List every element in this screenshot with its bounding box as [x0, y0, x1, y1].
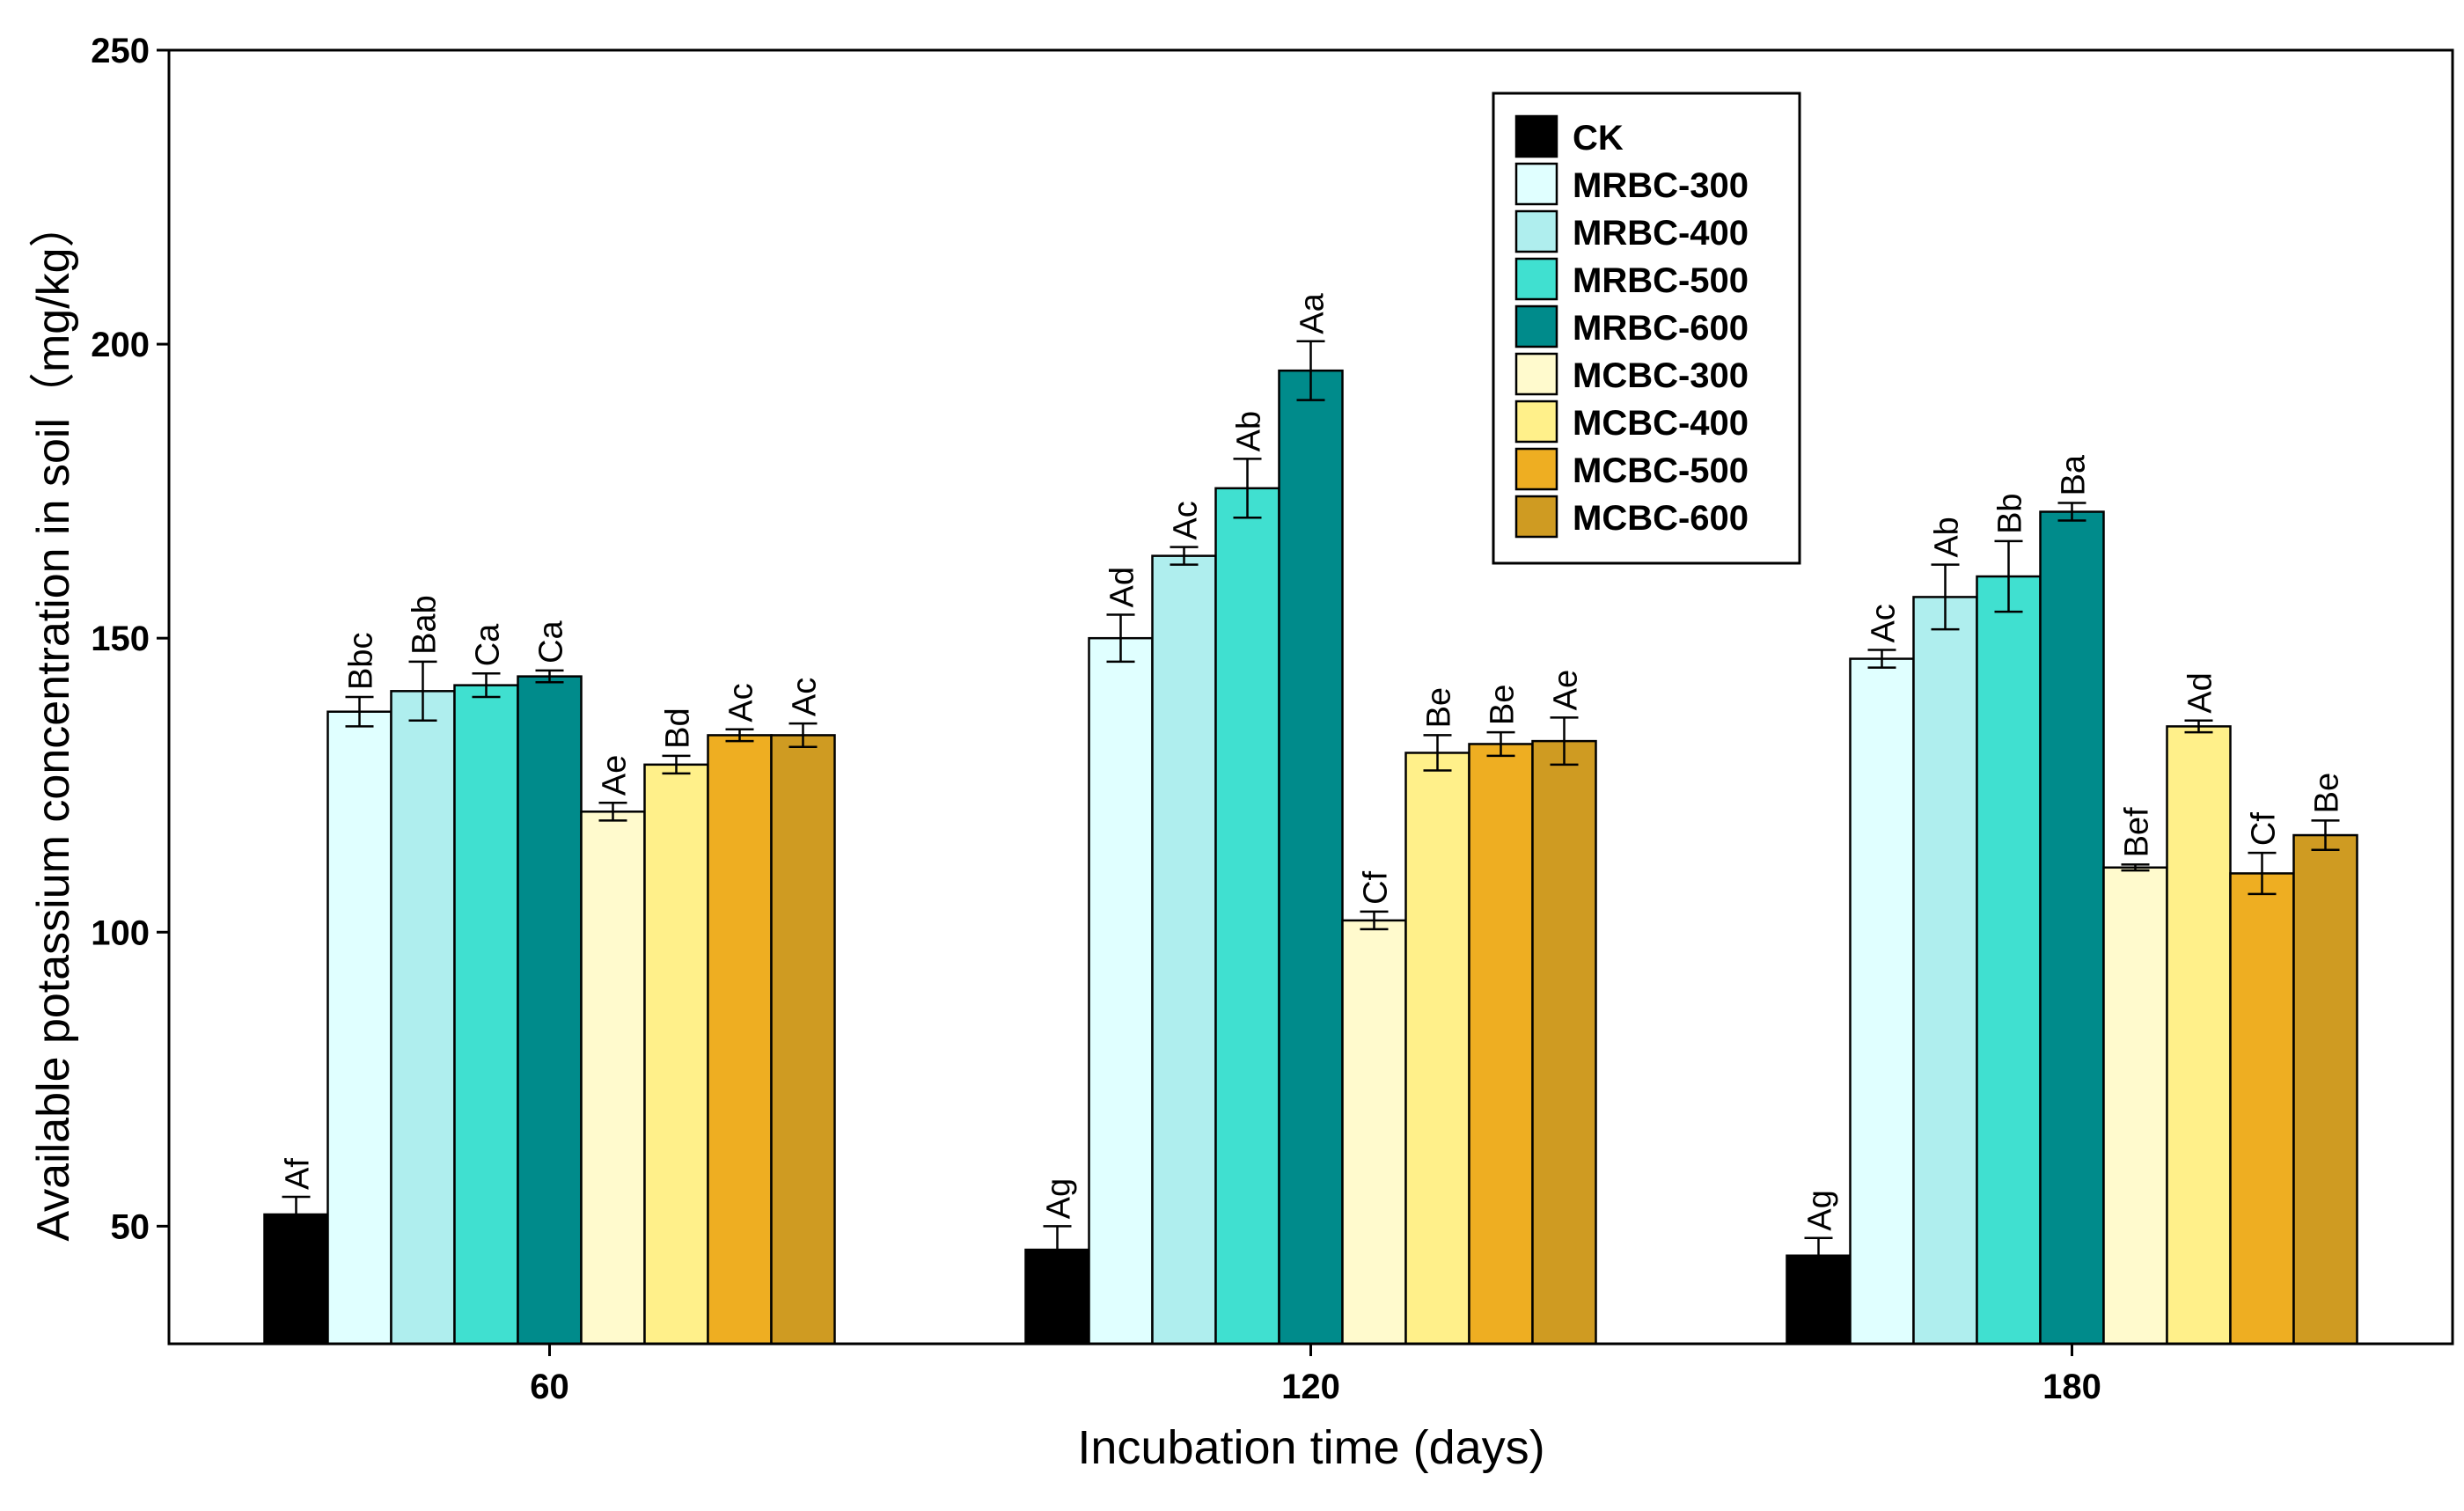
- bar: [2292, 833, 2358, 1346]
- significance-label: Ca: [533, 620, 570, 663]
- legend-swatch: [1514, 352, 1558, 396]
- bar: [263, 1213, 329, 1346]
- legend: CK MRBC-300 MRBC-400 MRBC-500 MRBC-600 MCBC-3…: [1492, 92, 1801, 565]
- legend-label: MRBC-300: [1573, 166, 1749, 205]
- significance-label: Ag: [1802, 1190, 1839, 1230]
- legend-label: MCBC-400: [1573, 404, 1749, 443]
- significance-label: Ac: [787, 678, 824, 716]
- bar: [1088, 636, 1154, 1346]
- significance-label: Ab: [1929, 517, 1966, 557]
- bar: [580, 811, 646, 1346]
- x-axis-title: Incubation time (days): [1077, 1421, 1544, 1474]
- x-tick-label: 120: [1281, 1368, 1340, 1406]
- significance-label: Be: [1421, 687, 1458, 728]
- bar: [390, 690, 456, 1346]
- y-tick-label: 150: [91, 620, 150, 658]
- legend-swatch: [1514, 400, 1558, 444]
- legend-label: MCBC-600: [1573, 499, 1749, 538]
- y-tick-label: 50: [111, 1207, 150, 1246]
- bar: [2102, 866, 2168, 1346]
- significance-label: Be: [1485, 685, 1522, 725]
- significance-label: Ac: [1168, 501, 1205, 539]
- y-axis-title: Available potassium concentration in soi…: [28, 202, 79, 1241]
- significance-label: Ag: [1041, 1178, 1078, 1219]
- bar: [517, 675, 583, 1346]
- significance-label: Ad: [1104, 567, 1141, 607]
- legend-label: MCBC-500: [1573, 451, 1749, 490]
- x-axis: 60 120 180: [530, 1344, 2101, 1406]
- bar: [1278, 369, 1344, 1346]
- y-tick-label: 200: [91, 326, 150, 364]
- legend-swatch: [1514, 447, 1558, 491]
- significance-label: Ac: [723, 683, 760, 722]
- legend-swatch: [1514, 257, 1558, 301]
- bar: [643, 763, 709, 1346]
- bar: [2166, 725, 2232, 1346]
- y-axis: 50 100 150 200 250: [91, 32, 169, 1246]
- bar: [1404, 752, 1470, 1346]
- legend-swatch: [1514, 114, 1558, 158]
- bar: [2229, 872, 2295, 1346]
- significance-label: Ad: [2182, 672, 2219, 713]
- bar: [2039, 510, 2105, 1346]
- significance-label: Af: [280, 1158, 317, 1190]
- significance-label: Ab: [1231, 411, 1268, 451]
- legend-swatch: [1514, 209, 1558, 253]
- legend-swatch: [1514, 162, 1558, 206]
- significance-label: Bd: [660, 708, 697, 748]
- bar: [453, 684, 519, 1346]
- significance-label: Be: [2309, 773, 2346, 813]
- bar: [1151, 554, 1217, 1346]
- bar: [1531, 739, 1597, 1346]
- y-tick-label: 100: [91, 913, 150, 952]
- significance-label: Ca: [470, 623, 507, 666]
- legend-label: MRBC-500: [1573, 261, 1749, 300]
- legend-swatch: [1514, 304, 1558, 348]
- legend-label: MCBC-300: [1573, 356, 1749, 395]
- bar: [707, 734, 773, 1346]
- significance-label: Cf: [2246, 812, 2283, 846]
- significance-label: Ba: [2056, 454, 2093, 495]
- legend-label: CK: [1573, 119, 1624, 158]
- significance-label: Cf: [1358, 870, 1395, 904]
- significance-label: Bab: [407, 595, 444, 655]
- bar: [770, 734, 836, 1346]
- significance-label: Ac: [1866, 604, 1903, 642]
- bar: [1468, 743, 1534, 1346]
- bar: [1214, 487, 1280, 1346]
- significance-label: Bbc: [343, 633, 380, 690]
- x-tick-label: 180: [2042, 1368, 2101, 1406]
- legend-swatch: [1514, 495, 1558, 539]
- significance-label: Ae: [597, 755, 634, 796]
- legend-label: MRBC-400: [1573, 214, 1749, 253]
- bar: [1976, 575, 2042, 1346]
- x-tick-label: 60: [530, 1368, 569, 1406]
- bar: [326, 710, 392, 1346]
- significance-label: Aa: [1294, 292, 1331, 334]
- significance-label: Ae: [1548, 670, 1585, 710]
- bar: [1341, 919, 1407, 1346]
- bars-layer: Af Bbc Bab Ca Ca Ae Bd Ac Ac Ag Ad Ac Ab Aa Cf Be Be Ae Ag…: [263, 292, 2358, 1346]
- bar: [1912, 596, 1978, 1346]
- legend-label: MRBC-600: [1573, 309, 1749, 348]
- y-tick-label: 250: [91, 32, 150, 70]
- significance-label: Bb: [1992, 493, 2029, 533]
- bar: [1849, 657, 1915, 1346]
- significance-label: Bef: [2119, 807, 2156, 857]
